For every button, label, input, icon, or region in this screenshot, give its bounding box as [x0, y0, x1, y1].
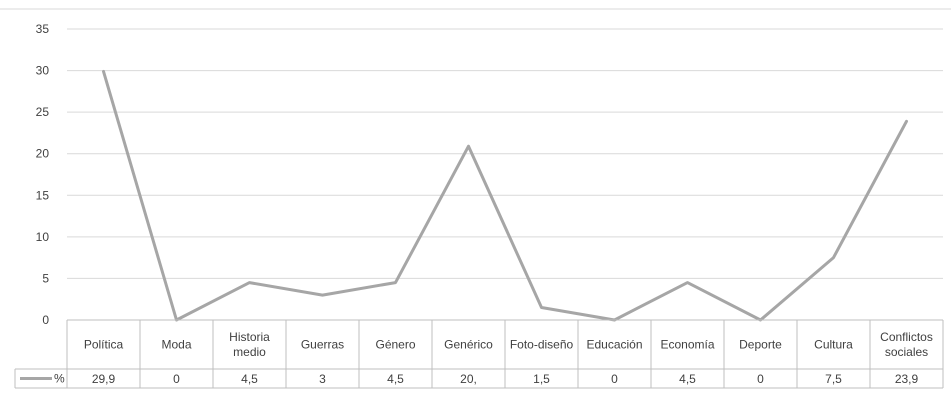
- category-label: Política: [84, 338, 124, 352]
- category-label: Género: [375, 338, 415, 352]
- y-tick-label: 35: [36, 22, 50, 36]
- y-tick-label: 5: [42, 271, 49, 285]
- data-table-value: 0: [757, 372, 764, 386]
- category-label: Deporte: [739, 338, 782, 352]
- legend-series-label: %: [54, 372, 65, 386]
- series-layer: [102, 69, 908, 322]
- y-tick-label: 0: [42, 313, 49, 327]
- category-label: Conflictos: [880, 330, 933, 344]
- y-tick-label: 10: [36, 230, 50, 244]
- data-table-value: 4,5: [241, 372, 258, 386]
- category-label: Economía: [660, 338, 714, 352]
- category-label: Genérico: [444, 338, 493, 352]
- category-label: medio: [233, 345, 266, 359]
- category-label: Educación: [586, 338, 642, 352]
- category-label: Historia: [229, 330, 270, 344]
- category-label: Foto-diseño: [510, 338, 574, 352]
- data-table-value: 3: [319, 372, 326, 386]
- data-table-value: 0: [611, 372, 618, 386]
- y-tick-label: 15: [36, 188, 50, 202]
- y-tick-label: 25: [36, 105, 50, 119]
- gridlines: [67, 28, 943, 279]
- series-line: [102, 69, 908, 322]
- data-table-value: 7,5: [825, 372, 842, 386]
- category-label: sociales: [885, 345, 928, 359]
- y-tick-label: 30: [36, 64, 50, 78]
- category-label: Cultura: [814, 338, 853, 352]
- y-axis: 0 5 10 15 20 25 30 35: [36, 22, 50, 327]
- y-tick-label: 20: [36, 147, 50, 161]
- data-table-value: 23,9: [895, 372, 919, 386]
- data-table-value: 0: [173, 372, 180, 386]
- data-table-value: 1,5: [533, 372, 550, 386]
- category-label: Moda: [161, 338, 191, 352]
- category-label: Guerras: [301, 338, 344, 352]
- data-table-value: 4,5: [679, 372, 696, 386]
- data-table-value: 20,: [460, 372, 477, 386]
- data-table-value: 29,9: [92, 372, 116, 386]
- data-table-value: 4,5: [387, 372, 404, 386]
